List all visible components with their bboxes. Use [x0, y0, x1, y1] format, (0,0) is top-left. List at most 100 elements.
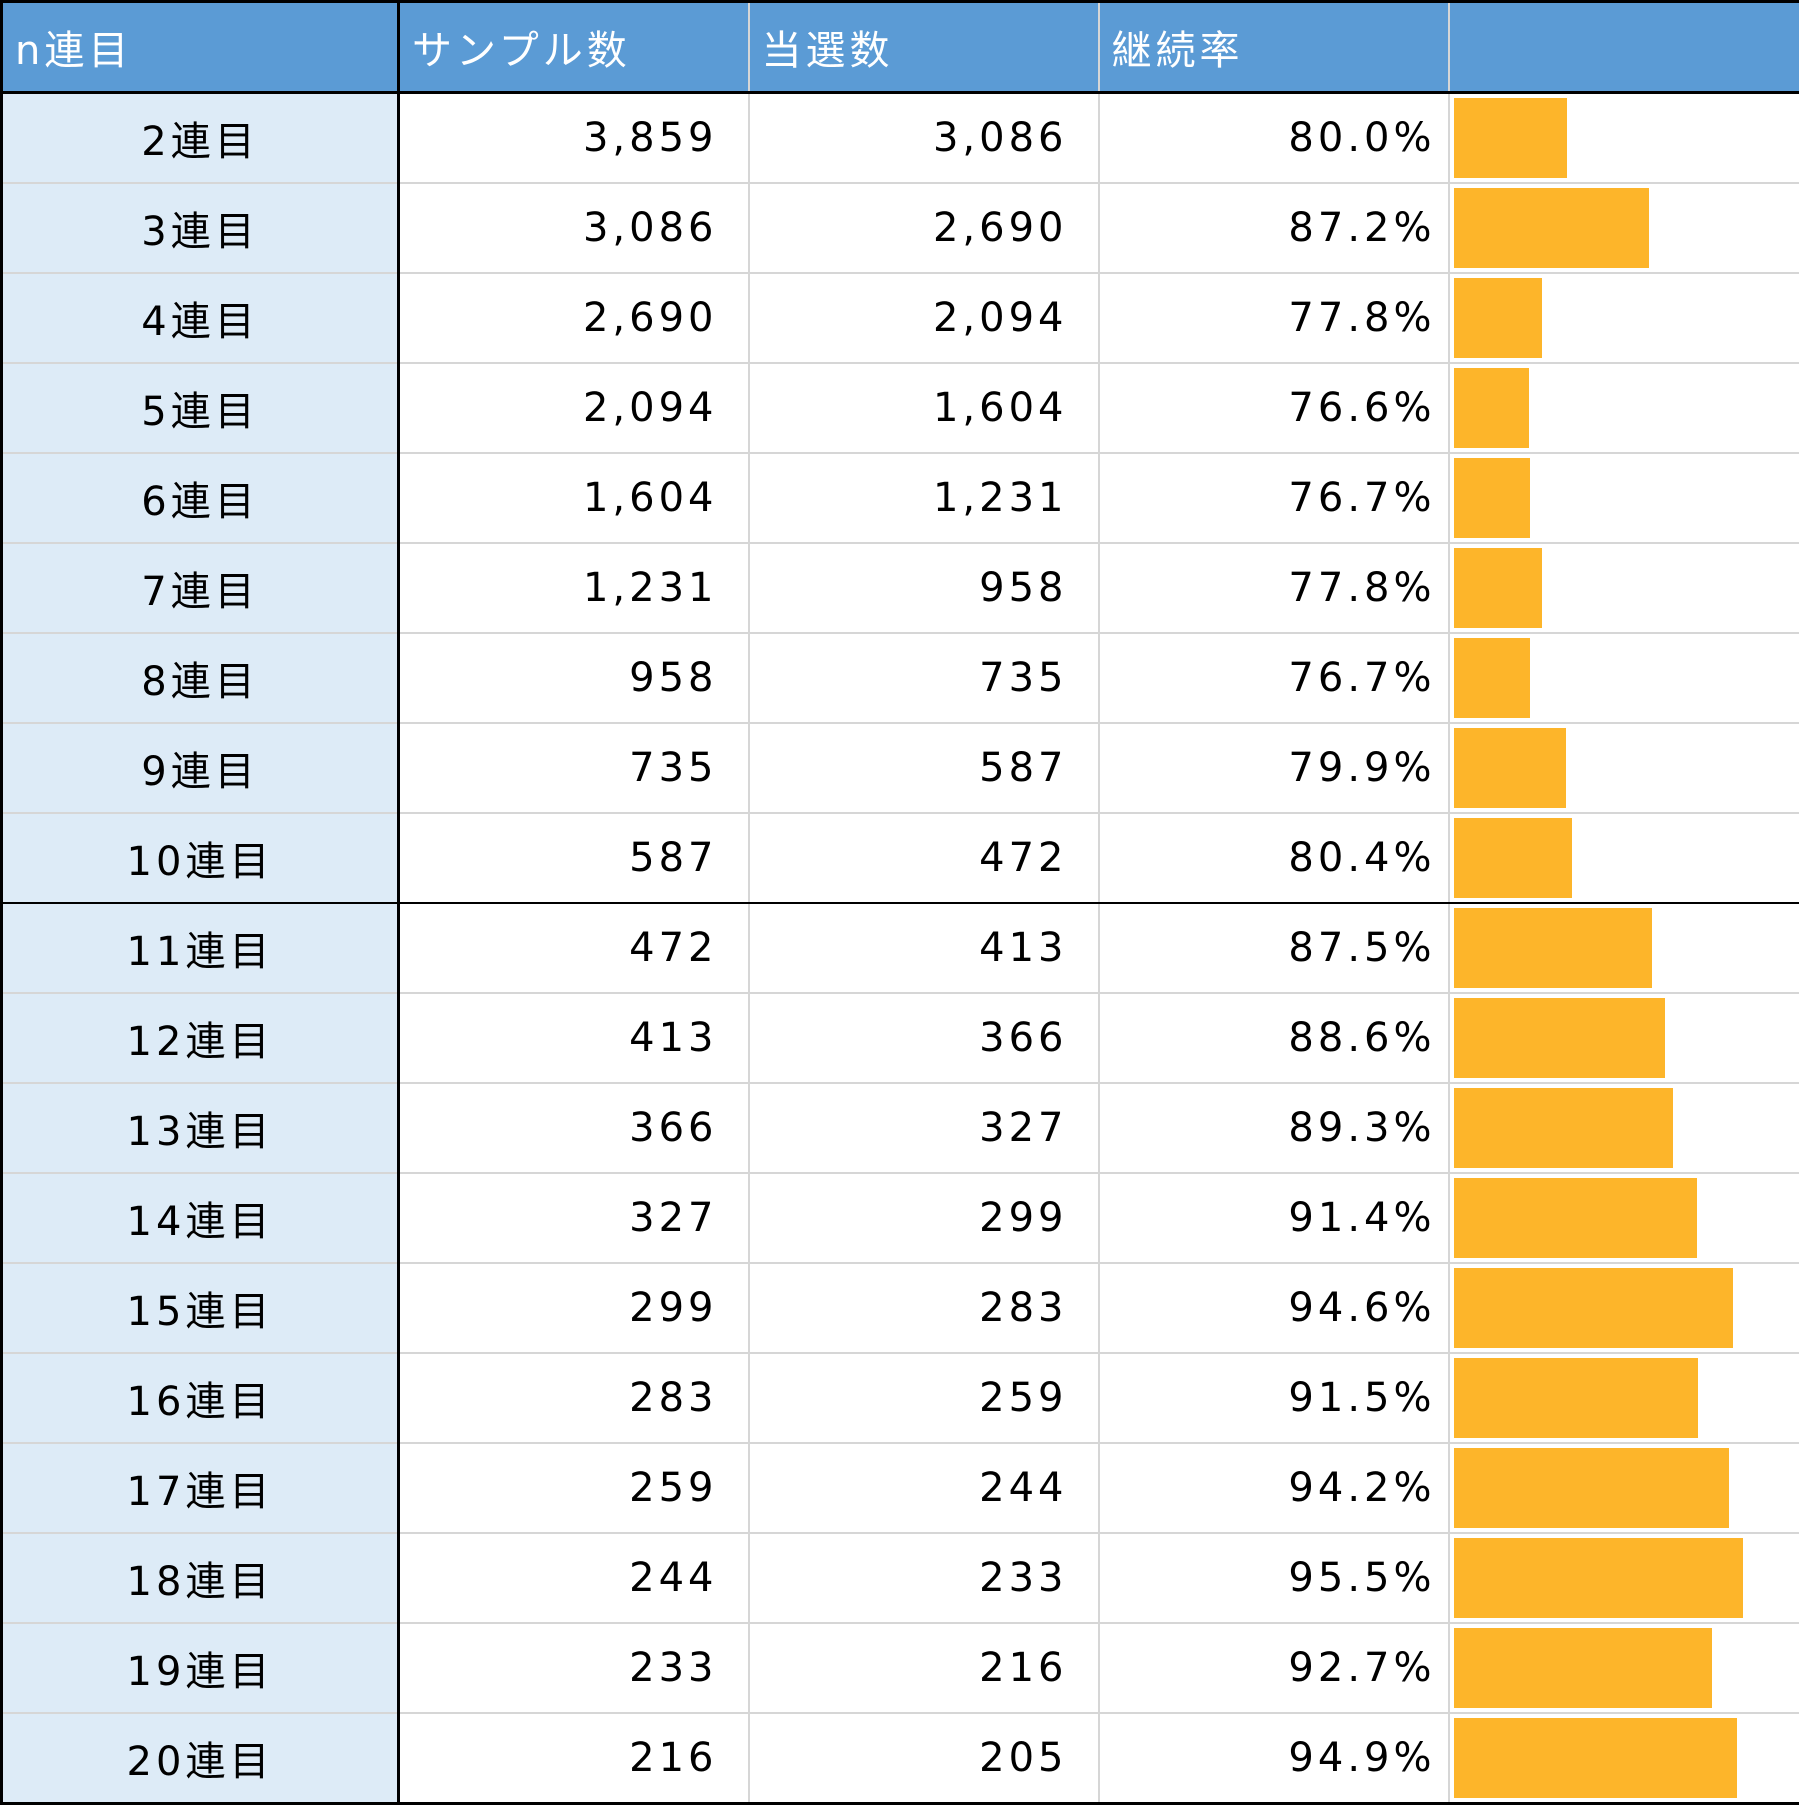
wins-cell: 413	[749, 903, 1099, 993]
streak-label: 17連目	[2, 1443, 399, 1533]
wins-cell: 205	[749, 1713, 1099, 1804]
streak-label: 19連目	[2, 1623, 399, 1713]
rate-cell: 80.0%	[1099, 93, 1449, 184]
rate-cell: 77.8%	[1099, 543, 1449, 633]
streak-label: 9連目	[2, 723, 399, 813]
wins-cell: 2,094	[749, 273, 1099, 363]
bar-cell	[1449, 453, 1799, 543]
bar-cell	[1449, 93, 1799, 184]
rate-bar	[1454, 1268, 1734, 1348]
samples-cell: 216	[399, 1713, 749, 1804]
header-rate: 継続率	[1099, 2, 1449, 93]
bar-cell	[1449, 543, 1799, 633]
bar-cell	[1449, 363, 1799, 453]
streak-label: 16連目	[2, 1353, 399, 1443]
rate-bar	[1454, 1178, 1697, 1258]
wins-cell: 233	[749, 1533, 1099, 1623]
rate-bar	[1454, 728, 1567, 808]
samples-cell: 366	[399, 1083, 749, 1173]
rate-bar	[1454, 1718, 1737, 1798]
bar-cell	[1449, 1623, 1799, 1713]
samples-cell: 283	[399, 1353, 749, 1443]
rate-bar	[1454, 1088, 1673, 1168]
rate-bar	[1454, 638, 1530, 718]
rate-cell: 91.4%	[1099, 1173, 1449, 1263]
streak-label: 8連目	[2, 633, 399, 723]
wins-cell: 3,086	[749, 93, 1099, 184]
rate-cell: 94.2%	[1099, 1443, 1449, 1533]
rate-bar	[1454, 1448, 1729, 1528]
bar-cell	[1449, 1083, 1799, 1173]
wins-cell: 472	[749, 813, 1099, 903]
streak-label: 20連目	[2, 1713, 399, 1804]
bar-cell	[1449, 1533, 1799, 1623]
samples-cell: 244	[399, 1533, 749, 1623]
rate-cell: 89.3%	[1099, 1083, 1449, 1173]
header-samples: サンプル数	[399, 2, 749, 93]
bar-cell	[1449, 273, 1799, 363]
header-bar	[1449, 2, 1799, 93]
rate-bar	[1454, 1358, 1698, 1438]
wins-cell: 587	[749, 723, 1099, 813]
wins-cell: 735	[749, 633, 1099, 723]
bar-cell	[1449, 993, 1799, 1083]
wins-cell: 299	[749, 1173, 1099, 1263]
rate-cell: 94.9%	[1099, 1713, 1449, 1804]
streak-label: 12連目	[2, 993, 399, 1083]
rate-cell: 80.4%	[1099, 813, 1449, 903]
samples-cell: 472	[399, 903, 749, 993]
streak-label: 10連目	[2, 813, 399, 903]
wins-cell: 216	[749, 1623, 1099, 1713]
rate-cell: 79.9%	[1099, 723, 1449, 813]
samples-cell: 1,231	[399, 543, 749, 633]
samples-cell: 958	[399, 633, 749, 723]
bar-cell	[1449, 1173, 1799, 1263]
wins-cell: 366	[749, 993, 1099, 1083]
wins-cell: 1,604	[749, 363, 1099, 453]
rate-bar	[1454, 818, 1572, 898]
rate-cell: 77.8%	[1099, 273, 1449, 363]
rate-bar	[1454, 188, 1650, 268]
samples-cell: 327	[399, 1173, 749, 1263]
streak-label: 2連目	[2, 93, 399, 184]
rate-bar	[1454, 1628, 1712, 1708]
rate-bar	[1454, 368, 1529, 448]
samples-cell: 259	[399, 1443, 749, 1533]
streak-label: 15連目	[2, 1263, 399, 1353]
rate-bar	[1454, 908, 1653, 988]
samples-cell: 3,859	[399, 93, 749, 184]
bar-cell	[1449, 183, 1799, 273]
streak-label: 18連目	[2, 1533, 399, 1623]
bar-cell	[1449, 903, 1799, 993]
wins-cell: 958	[749, 543, 1099, 633]
header-n-streak: n連目	[2, 2, 399, 93]
streak-label: 11連目	[2, 903, 399, 993]
rate-cell: 88.6%	[1099, 993, 1449, 1083]
rate-cell: 95.5%	[1099, 1533, 1449, 1623]
samples-cell: 413	[399, 993, 749, 1083]
rate-cell: 87.2%	[1099, 183, 1449, 273]
bar-cell	[1449, 813, 1799, 903]
streak-label: 14連目	[2, 1173, 399, 1263]
wins-cell: 259	[749, 1353, 1099, 1443]
samples-cell: 299	[399, 1263, 749, 1353]
rate-cell: 76.6%	[1099, 363, 1449, 453]
bar-cell	[1449, 1713, 1799, 1804]
samples-cell: 2,690	[399, 273, 749, 363]
header-row: n連目 サンプル数 当選数 継続率	[2, 2, 1799, 93]
